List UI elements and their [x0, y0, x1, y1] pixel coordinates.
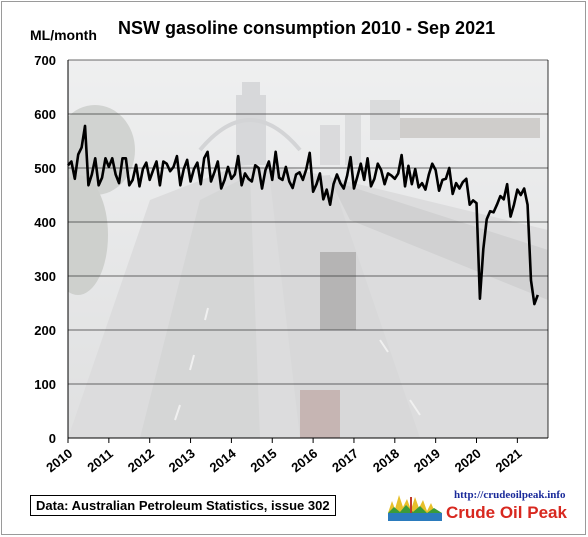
x-tick-label: 2013	[166, 446, 198, 476]
logo-oil-field-icon	[388, 495, 442, 521]
y-tick-label: 0	[49, 431, 56, 446]
y-tick-label: 700	[34, 53, 56, 68]
logo-url-link[interactable]: http://crudeoilpeak.info	[454, 489, 566, 501]
x-tick-label: 2012	[125, 446, 157, 476]
x-tick-label: 2021	[493, 446, 525, 476]
y-tick-label: 500	[34, 161, 56, 176]
x-tick-label: 2017	[329, 446, 361, 476]
x-tick-label: 2010	[43, 446, 75, 476]
x-tick-label: 2015	[247, 446, 279, 476]
gridlines	[68, 59, 548, 385]
y-tick-label: 600	[34, 107, 56, 122]
y-tick-labels: 0 100 200 300 400 500 600 700	[34, 53, 56, 446]
x-tick-label: 2020	[452, 446, 484, 476]
y-tick-label: 300	[34, 269, 56, 284]
series-layer	[67, 124, 540, 306]
source-note: Data: Australian Petroleum Statistics, i…	[30, 495, 336, 516]
crude-oil-peak-logo[interactable]: http://crudeoilpeak.info Crude Oil Peak	[386, 489, 576, 525]
y-axis-label: ML/month	[30, 27, 97, 43]
background-photo	[68, 60, 548, 438]
chart-title: NSW gasoline consumption 2010 - Sep 2021	[118, 18, 496, 38]
x-tick-label: 2011	[84, 446, 115, 475]
logo-name: Crude Oil Peak	[446, 503, 567, 522]
x-tick-label: 2019	[411, 446, 443, 476]
axes	[67, 60, 549, 443]
y-tick-label: 100	[34, 377, 56, 392]
x-tick-label: 2016	[288, 446, 320, 476]
x-tick-labels: 2010 2011 2012 2013 2014 2015 2016 2017 2018 2019…	[43, 445, 524, 475]
y-tick-label: 400	[34, 215, 56, 230]
series-line-0	[67, 124, 540, 306]
x-tick-label: 2018	[370, 446, 402, 476]
y-tick-label: 200	[34, 323, 56, 338]
x-tick-label: 2014	[207, 445, 240, 475]
